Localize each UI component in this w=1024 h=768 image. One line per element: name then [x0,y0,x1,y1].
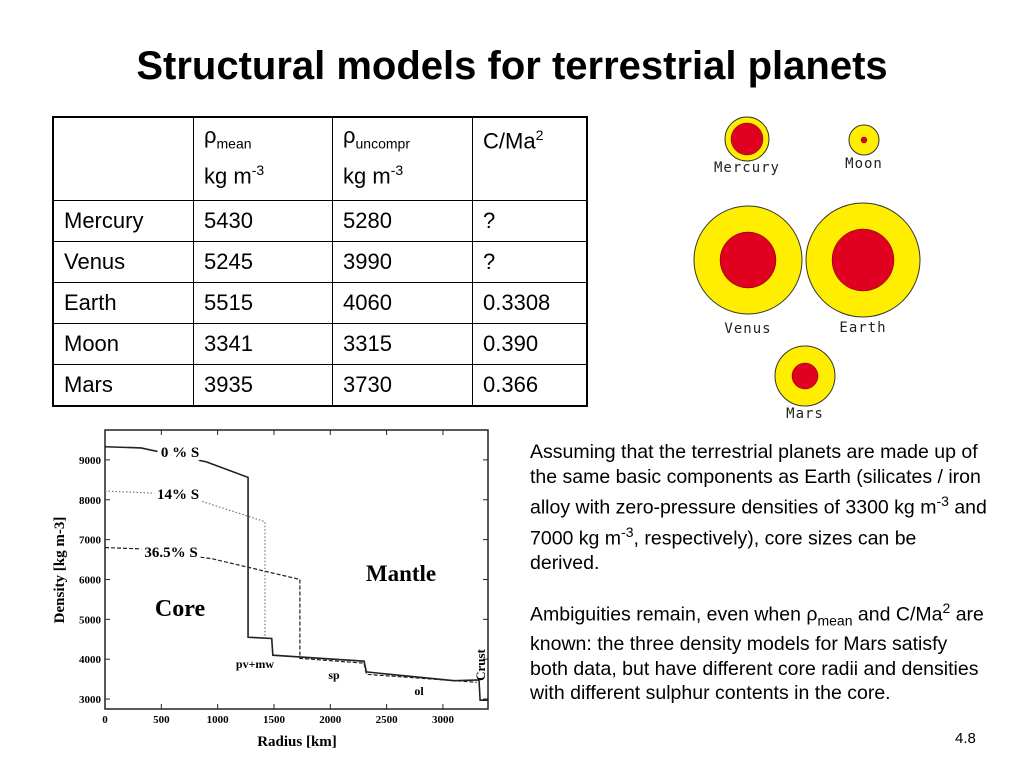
planet-moon: Moon [845,124,883,172]
table-cell: 3935 [193,364,333,407]
table-row: Venus 5245 3990? [52,241,588,283]
table-cell: 3315 [332,323,473,365]
planet-mars: Mars [774,345,836,422]
core-circle [831,228,895,292]
table-cell: Venus [52,241,194,283]
series-label: 36.5% S [144,545,197,561]
table-row: Earth 5515 4060 0.3308 [52,282,588,324]
x-tick-label: 3000 [432,714,455,726]
x-tick-label: 500 [153,714,170,726]
planet-label: Venus [724,321,771,337]
y-tick-label: 6000 [79,574,102,586]
planet-label: Mercury [714,160,780,176]
annotation-core: Core [155,596,206,622]
explanation-text: Assuming that the terrestrial planets ar… [530,440,990,726]
page-number: 4.8 [955,730,976,747]
y-tick-label: 4000 [79,654,102,666]
table-cell: 3990 [332,241,473,283]
y-axis-label: Density [kg m-3] [52,517,68,624]
planet-mercury: Mercury [714,116,780,176]
table-cell: 3341 [193,323,333,365]
x-axis-label: Radius [km] [257,734,337,750]
slide-title: Structural models for terrestrial planet… [136,44,888,88]
table-cell: 0.3308 [472,282,588,324]
x-tick-label: 0 [102,714,108,726]
paragraph-assumption: Assuming that the terrestrial planets ar… [530,441,987,574]
planet-density-table: ρmean kg m-3 ρuncompr kg m-3 C/Ma2 Mercury… [52,116,588,407]
core-circle [860,136,868,144]
table-cell: Moon [52,323,194,365]
x-tick-label: 1500 [263,714,286,726]
annotation-pvmw: pv+mw [236,657,275,671]
y-tick-label: 3000 [79,694,102,706]
table-cell: 5280 [332,200,473,242]
series-line-2 [104,546,477,683]
table-cell: ? [472,200,588,242]
series-line-0 [104,445,488,702]
planet-label: Mars [786,406,824,422]
y-tick-label: 7000 [79,535,102,547]
table-cell: 5245 [193,241,333,283]
series-label: 0 % S [161,445,199,461]
annotation-mantle: Mantle [366,561,436,586]
table-cell: 5515 [193,282,333,324]
planet-label: Earth [839,320,886,336]
table-row: Mars 3935 3730 0.366 [52,364,588,407]
planet-label: Moon [845,156,883,172]
table-cell: 0.366 [472,364,588,407]
core-circle [719,231,777,289]
plot-frame [104,429,489,710]
y-tick-label: 9000 [79,455,102,467]
core-circle [791,362,819,390]
header-rho-mean: ρmean kg m-3 [193,116,333,201]
series-label: 14% S [157,487,199,503]
paragraph-ambiguities: Ambiguities remain, even when ρmean and … [530,599,984,705]
planet-venus: Venus [693,205,803,337]
table-row: Mercury 5430 5280? [52,200,588,242]
table-cell: 5430 [193,200,333,242]
y-tick-label: 5000 [79,614,102,626]
x-tick-label: 1000 [207,714,230,726]
planet-earth: Earth [805,202,921,336]
annotation-crust: Crust [473,648,488,680]
header-moment-of-inertia: C/Ma2 [472,116,588,201]
table-cell: Mars [52,364,194,407]
table-cell: 0.390 [472,323,588,365]
y-tick-label: 8000 [79,495,102,507]
core-circle [730,122,764,156]
table-row: Moon 3341 3315 0.390 [52,323,588,365]
table-cell: Mercury [52,200,194,242]
x-tick-label: 2500 [376,714,399,726]
table-cell: 3730 [332,364,473,407]
x-tick-label: 2000 [319,714,342,726]
annotation-sp: sp [328,668,340,682]
annotation-ol: ol [414,684,424,698]
